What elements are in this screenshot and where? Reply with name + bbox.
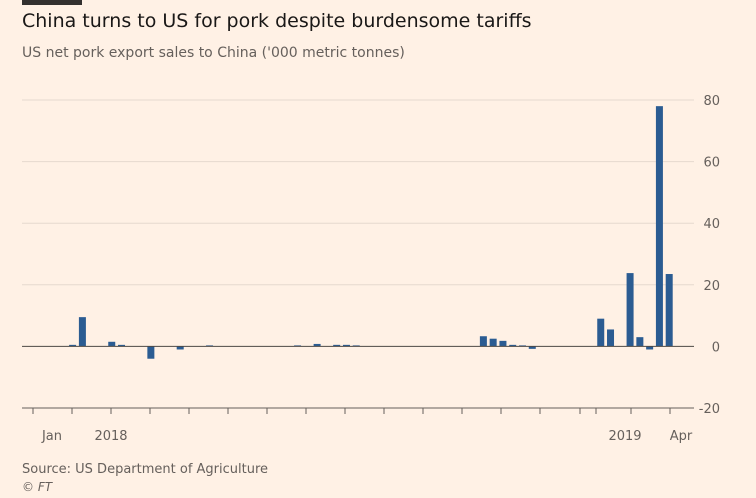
bar <box>78 317 86 347</box>
y-tick-labels: -20 0 20 40 60 80 <box>699 94 720 417</box>
bar <box>509 344 517 347</box>
y-tick-label: 40 <box>703 217 720 232</box>
bar <box>108 341 116 347</box>
x-tick-labels: Jan 2018 2019 Apr <box>41 429 693 444</box>
source-note: Source: US Department of Agriculture <box>22 462 269 477</box>
bar <box>342 344 350 347</box>
bar <box>528 346 536 349</box>
x-tick-label: 2018 <box>94 429 127 444</box>
y-tick-label: -20 <box>699 402 720 417</box>
bar <box>176 346 184 350</box>
bar <box>655 106 663 347</box>
ft-credit: © FT <box>22 480 53 494</box>
y-tick-label: 80 <box>703 94 720 109</box>
y-tick-label: 60 <box>703 156 720 171</box>
chart-subtitle: US net pork export sales to China ('000 … <box>22 45 405 61</box>
x-tick-label: Jan <box>41 429 62 444</box>
bar <box>118 344 126 347</box>
x-tick-label: 2019 <box>608 429 641 444</box>
bar <box>597 318 605 347</box>
y-tick-label: 0 <box>712 340 720 355</box>
x-tick-label: Apr <box>670 429 693 444</box>
bar <box>313 343 321 347</box>
bar <box>499 340 507 347</box>
bar <box>636 337 644 347</box>
top-rule <box>22 0 82 5</box>
bar <box>489 338 497 347</box>
y-tick-label: 20 <box>703 279 720 294</box>
bar <box>147 346 155 359</box>
bar <box>646 346 654 350</box>
bar <box>479 336 487 347</box>
x-axis <box>22 345 694 414</box>
grid-lines <box>22 99 694 409</box>
bars <box>69 106 673 359</box>
bar <box>333 344 341 347</box>
bar <box>607 329 615 347</box>
bar <box>626 273 634 347</box>
bar <box>665 274 673 347</box>
bar <box>69 344 77 347</box>
chart-title: China turns to US for pork despite burde… <box>22 10 532 32</box>
